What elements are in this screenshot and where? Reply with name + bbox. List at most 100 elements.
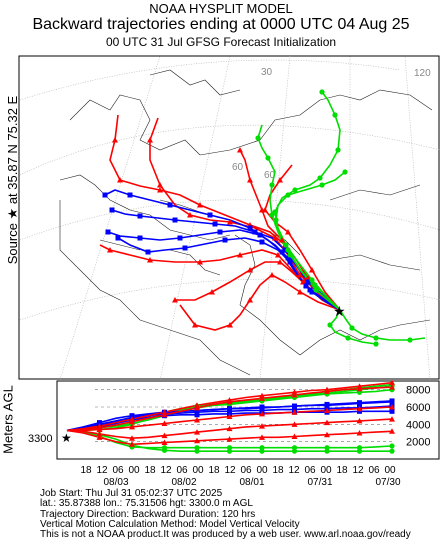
blue-trajectory-marker xyxy=(212,221,218,227)
height-red-marker xyxy=(389,416,395,422)
graticule-label: 30 xyxy=(261,67,273,78)
blue-trajectory-marker xyxy=(177,235,183,241)
green-trajectory-marker xyxy=(319,182,325,188)
blue-trajectory-marker xyxy=(217,229,223,235)
height-red-marker xyxy=(324,431,330,438)
map-border xyxy=(18,55,440,380)
height-ytick-label: 8000 xyxy=(406,385,430,397)
blue-trajectory-marker xyxy=(105,229,111,235)
job-direction: Trajectory Direction: Backward Duration:… xyxy=(40,508,256,520)
height-blue-marker xyxy=(129,413,135,419)
height-xtick-label: 12 xyxy=(288,465,300,476)
height-green-marker xyxy=(291,445,298,451)
green-trajectory-marker xyxy=(273,217,279,223)
green-trajectory xyxy=(339,309,426,341)
blue-trajectory-marker xyxy=(145,249,151,255)
green-trajectory-marker xyxy=(313,287,319,293)
graticule-labels: 30 120 60 60 xyxy=(232,67,431,181)
blue-trajectory-marker xyxy=(303,283,309,289)
height-green-marker xyxy=(356,445,363,451)
coastlines xyxy=(59,69,433,376)
green-trajectory-marker xyxy=(269,182,275,188)
red-trajectory-marker xyxy=(157,182,163,188)
height-ytick-labels: 2000 4000 6000 8000 xyxy=(406,385,430,449)
green-trajectory-marker xyxy=(292,187,298,193)
job-info: Job Start: Thu Jul 31 05:02:37 UTC 2025 … xyxy=(40,488,411,540)
height-xtick-label: 00 xyxy=(256,465,268,476)
red-trajectory-marker xyxy=(197,259,203,265)
height-red-marker xyxy=(161,411,168,418)
height-red-marker xyxy=(226,436,233,442)
red-trajectory-marker xyxy=(279,237,285,243)
height-red-marker xyxy=(129,423,135,430)
height-red-marker xyxy=(194,429,200,435)
blue-trajectory-marker xyxy=(247,225,253,231)
green-trajectory-marker xyxy=(373,341,379,347)
green-trajectory xyxy=(328,309,377,345)
blue-trajectory-marker xyxy=(305,279,311,285)
red-trajectory xyxy=(264,164,341,311)
height-xtick-label: 00 xyxy=(128,465,140,476)
source-star-icon: ★ xyxy=(333,303,346,319)
height-green-marker xyxy=(226,445,233,451)
green-trajectory-marker xyxy=(309,277,315,283)
height-xtick-label: 18 xyxy=(272,465,284,476)
height-red-marker xyxy=(194,404,200,411)
height-xtick-labels: 18 12 06 00 18 12 06 00 18 12 06 00 18 12 06 00 18 12 06 00 xyxy=(80,465,396,476)
height-blue-marker xyxy=(194,407,200,413)
green-trajectory-marker xyxy=(312,282,318,288)
height-xtick-label: 18 xyxy=(80,465,92,476)
height-red-marker xyxy=(96,434,103,440)
blue-trajectory-marker xyxy=(285,255,291,261)
start-height-label: 3300 xyxy=(28,433,52,445)
height-blue-marker xyxy=(357,408,362,414)
green-trajectory-marker xyxy=(345,335,351,341)
red-trajectory-marker xyxy=(305,275,311,281)
height-blue-marker xyxy=(97,420,102,426)
height-xtick-label: 06 xyxy=(112,465,124,476)
blue-trajectory-marker xyxy=(127,192,133,198)
red-trajectory-marker xyxy=(277,177,283,183)
height-blue-marker xyxy=(292,403,297,409)
height-date-label: 07/30 xyxy=(375,477,400,488)
height-xtick-label: 00 xyxy=(192,465,204,476)
height-ytick-label: 6000 xyxy=(406,402,430,414)
green-trajectory-marker xyxy=(327,322,333,328)
blue-trajectory-marker xyxy=(282,247,288,253)
height-xtick-label: 12 xyxy=(96,465,108,476)
green-trajectory-marker xyxy=(265,155,271,161)
height-red-marker xyxy=(129,418,135,425)
blue-trajectory-marker xyxy=(222,237,228,243)
height-red-marker xyxy=(161,420,168,426)
subtitle-initialization: 00 UTC 31 Jul GFSG Forecast Initializati… xyxy=(105,35,337,49)
red-trajectory-marker xyxy=(192,322,198,328)
height-red-marker xyxy=(194,437,200,444)
red-trajectory-marker xyxy=(275,252,281,258)
height-red-marker xyxy=(291,409,298,415)
red-trajectory-marker xyxy=(247,267,253,273)
height-red-marker xyxy=(129,435,135,441)
height-xtick-label: 06 xyxy=(304,465,316,476)
height-ytick-label: 2000 xyxy=(406,437,430,449)
job-start: Job Start: Thu Jul 31 05:02:37 UTC 2025 xyxy=(40,488,223,499)
height-date-labels: 08/03 08/02 08/01 07/31 07/30 xyxy=(103,477,400,488)
red-trajectory-marker xyxy=(272,235,278,241)
height-red-marker xyxy=(389,404,395,410)
red-trajectory-marker xyxy=(107,247,113,253)
height-red-marker xyxy=(356,385,363,392)
height-xtick-label: 00 xyxy=(384,465,396,476)
height-blue-marker xyxy=(259,405,265,411)
height-date-label: 08/03 xyxy=(103,477,128,488)
height-blue-marker xyxy=(227,408,232,414)
green-trajectory-marker xyxy=(342,169,348,175)
height-green-marker xyxy=(389,443,395,449)
blue-trajectory-marker xyxy=(279,249,285,255)
blue-trajectory-marker xyxy=(309,289,315,295)
height-red-marker xyxy=(356,430,363,436)
height-red-marker xyxy=(226,398,233,405)
blue-trajectory-marker xyxy=(172,217,178,223)
red-trajectory-marker xyxy=(147,137,153,143)
blue-trajectory-marker xyxy=(259,239,265,245)
red-trajectory-marker xyxy=(300,279,306,285)
height-red-marker xyxy=(291,421,298,427)
